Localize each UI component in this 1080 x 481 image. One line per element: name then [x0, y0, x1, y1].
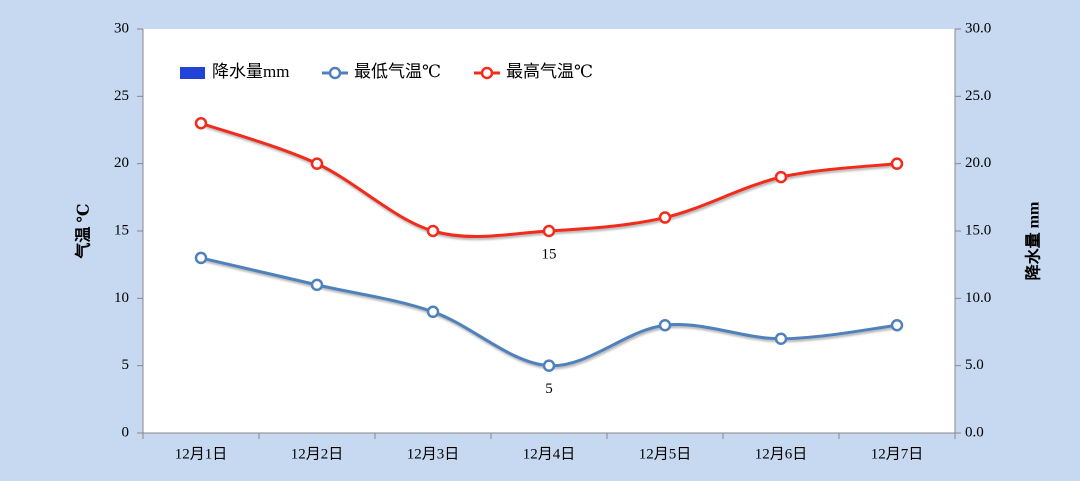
y-axis-title: 气温 ℃	[74, 203, 93, 259]
point	[310, 278, 324, 292]
x-tick-label: 12月1日	[175, 446, 228, 462]
data-label: 15	[542, 246, 557, 262]
y2-tick-label: 20.0	[965, 155, 991, 171]
x-tick-label: 12月5日	[639, 446, 692, 462]
legend-label: 降水量mm	[212, 62, 289, 81]
point	[890, 157, 904, 170]
y2-tick-label: 15.0	[965, 222, 991, 238]
y-tick-label: 20	[114, 155, 129, 171]
data-label: 5	[545, 381, 553, 397]
y2-tick-label: 30.0	[965, 20, 991, 36]
y2-tick-label: 10.0	[965, 290, 991, 306]
point	[774, 332, 788, 345]
point	[658, 319, 672, 332]
point	[774, 170, 788, 184]
legend-marker	[328, 66, 342, 80]
x-tick-label: 12月2日	[291, 446, 344, 462]
y2-tick-label: 5.0	[965, 357, 984, 373]
y-tick-label: 15	[114, 222, 129, 238]
y-tick-label: 0	[122, 424, 130, 440]
x-tick-label: 12月3日	[407, 446, 460, 462]
point	[890, 319, 904, 332]
x-tick-label: 12月7日	[871, 446, 924, 462]
y-tick-label: 30	[114, 20, 129, 36]
legend-swatch	[180, 67, 205, 79]
point	[426, 224, 440, 238]
point	[194, 117, 208, 130]
y2-tick-label: 0.0	[965, 424, 984, 440]
point	[542, 224, 556, 238]
x-tick-label: 12月6日	[755, 446, 808, 462]
point	[542, 359, 556, 372]
y-tick-label: 10	[114, 290, 129, 306]
point	[310, 157, 324, 170]
point	[658, 211, 672, 224]
y2-axis-title: 降水量 mm	[1024, 201, 1043, 280]
legend-marker	[480, 66, 494, 80]
y-tick-label: 5	[122, 357, 130, 373]
legend-label: 最低气温℃	[354, 62, 441, 81]
point	[426, 305, 440, 319]
y2-tick-label: 25.0	[965, 88, 991, 104]
x-tick-label: 12月4日	[523, 446, 576, 462]
point	[194, 251, 208, 265]
legend-label: 最高气温℃	[506, 62, 593, 81]
y-tick-label: 25	[114, 88, 129, 104]
